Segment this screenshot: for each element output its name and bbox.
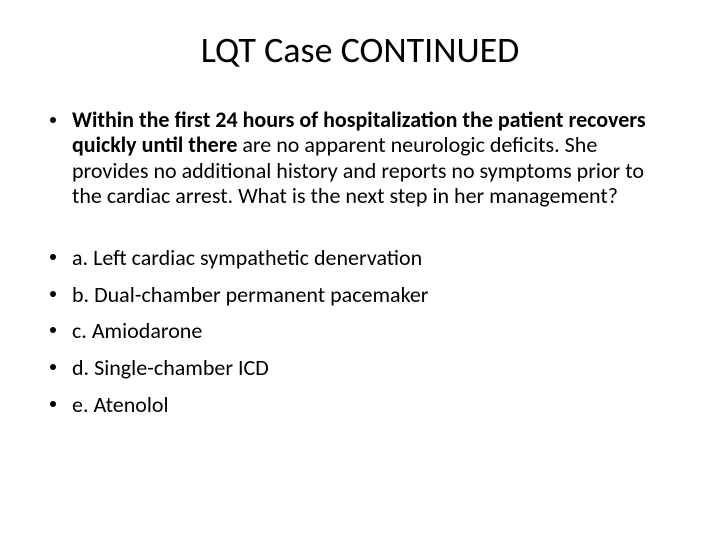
answer-text: b. Dual-chamber permanent pacemaker (72, 281, 428, 310)
list-item: d. Single-chamber ICD (50, 354, 670, 383)
bullet-icon (50, 117, 56, 123)
bullet-icon (50, 254, 56, 260)
list-item: b. Dual-chamber permanent pacemaker (50, 281, 670, 310)
bullet-icon (50, 327, 56, 333)
list-item: e. Atenolol (50, 391, 670, 420)
answer-text: a. Left cardiac sympathetic denervation (72, 244, 422, 273)
question-item: Within the first 24 hours of hospitaliza… (50, 107, 670, 208)
answer-text: c. Amiodarone (72, 317, 202, 346)
bullet-icon (50, 364, 56, 370)
bullet-icon (50, 401, 56, 407)
question-text: Within the first 24 hours of hospitaliza… (72, 107, 670, 208)
content-list: Within the first 24 hours of hospitaliza… (50, 107, 670, 208)
answer-text: d. Single-chamber ICD (72, 354, 269, 383)
list-item: a. Left cardiac sympathetic denervation (50, 244, 670, 273)
answers-list: a. Left cardiac sympathetic denervation … (50, 244, 670, 419)
spacer (50, 216, 670, 244)
list-item: c. Amiodarone (50, 317, 670, 346)
slide-title: LQT Case CONTINUED (50, 28, 670, 72)
bullet-icon (50, 291, 56, 297)
answer-text: e. Atenolol (72, 391, 169, 420)
